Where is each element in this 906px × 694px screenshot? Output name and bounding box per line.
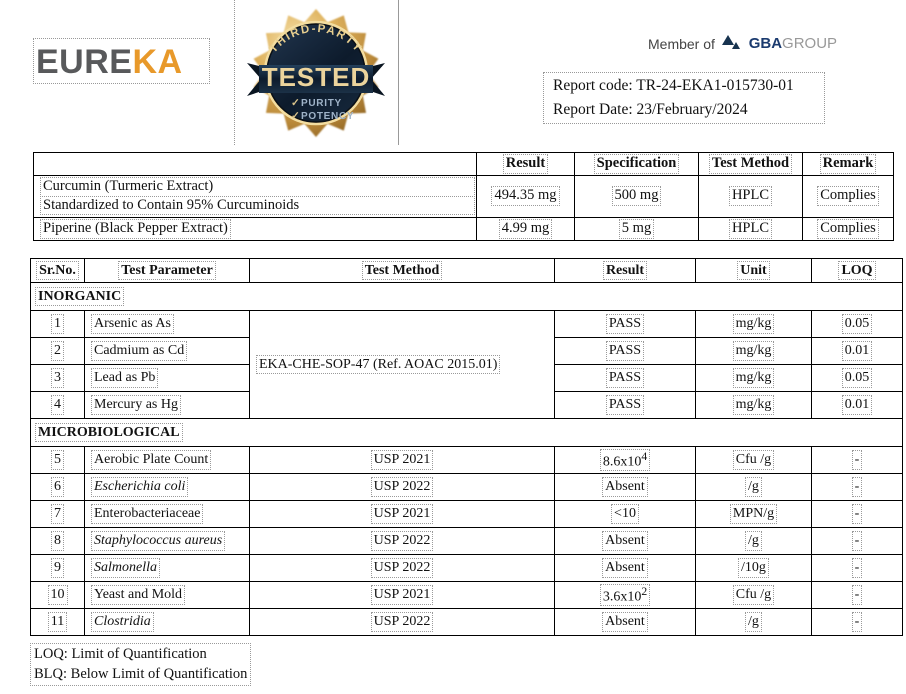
- svg-text:TESTED: TESTED: [262, 62, 371, 92]
- svg-text:✓: ✓: [291, 110, 300, 122]
- svg-text:PURITY: PURITY: [301, 98, 342, 109]
- svg-text:EUREKA: EUREKA: [36, 43, 183, 81]
- svg-text:✓: ✓: [291, 97, 300, 109]
- svg-text:POTENCY: POTENCY: [301, 111, 354, 122]
